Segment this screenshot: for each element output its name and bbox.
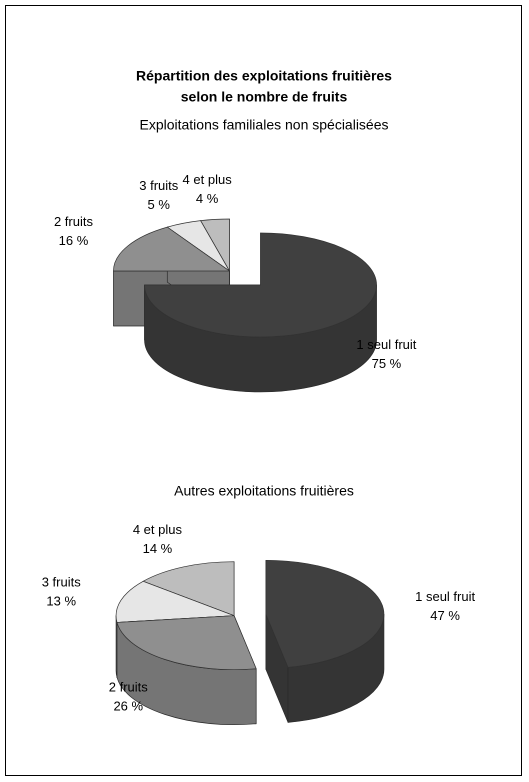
slice-top (116, 615, 257, 671)
slice-value-label: 75 % (372, 356, 402, 371)
slice-label: 3 fruits (139, 178, 179, 193)
slice-value-label: 5 % (148, 197, 171, 212)
slice-top (113, 226, 230, 272)
frame (5, 5, 522, 776)
slice-value-label: 16 % (59, 233, 89, 248)
slice (265, 559, 385, 723)
figure-title: Répartition des exploitations fruitières (136, 68, 392, 84)
slice-top (265, 559, 385, 668)
slice (116, 615, 257, 726)
slice (144, 232, 377, 393)
slice-value-label: 13 % (46, 594, 76, 609)
slice-top (142, 561, 235, 617)
slice-label: 1 seul fruit (415, 589, 475, 604)
chart-title: Autres exploitations fruitières (174, 483, 354, 499)
slice-value-label: 14 % (143, 541, 173, 556)
slice-top (115, 580, 235, 623)
slice-value-label: 26 % (113, 698, 143, 713)
slice-value-label: 4 % (196, 191, 219, 206)
slice-label: 2 fruits (54, 214, 94, 229)
slice-label: 1 seul fruit (356, 337, 416, 352)
slice-label: 4 et plus (133, 522, 183, 537)
figure-title: selon le nombre de fruits (181, 89, 348, 105)
slice-label: 2 fruits (109, 679, 149, 694)
slice-top (144, 232, 377, 338)
slice-label: 3 fruits (42, 575, 82, 590)
slice-value-label: 47 % (430, 608, 460, 623)
slice-label: 4 et plus (183, 172, 233, 187)
chart-title: Exploitations familiales non spécialisée… (139, 117, 388, 133)
